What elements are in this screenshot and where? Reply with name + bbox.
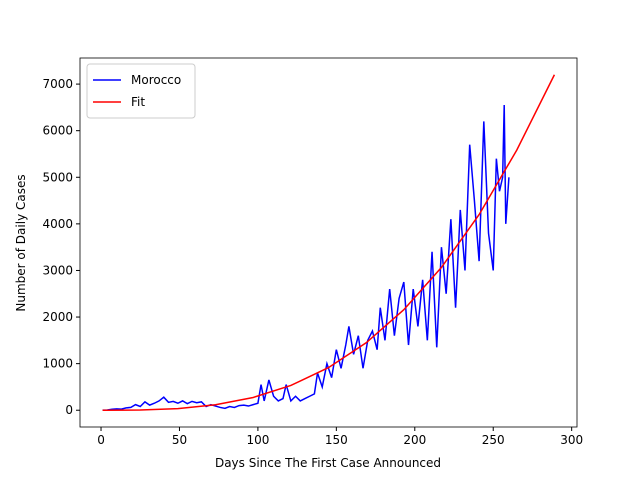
data-line [102,74,556,411]
x-tick-label: 250 [482,433,505,447]
x-tick-label: 200 [403,433,426,447]
legend-label: Morocco [131,73,181,87]
y-tick-label: 7000 [42,77,73,91]
x-tick-label: 0 [97,433,105,447]
x-tick-label: 50 [172,433,187,447]
x-tick-label: 150 [325,433,348,447]
x-tick-label: 100 [246,433,269,447]
y-tick-label: 4000 [42,217,73,231]
y-tick-label: 5000 [42,170,73,184]
legend-label: Fit [131,95,145,109]
y-tick-label: 1000 [42,357,73,371]
x-axis-label: Days Since The First Case Announced [215,456,441,470]
y-tick-label: 6000 [42,124,73,138]
plot-frame [79,57,578,428]
y-tick-label: 2000 [42,310,73,324]
y-axis-label: Number of Daily Cases [14,174,28,311]
x-tick-label: 300 [560,433,583,447]
legend-box [86,63,196,119]
data-line [102,105,510,411]
y-tick-label: 0 [65,403,73,417]
y-tick-label: 3000 [42,263,73,277]
